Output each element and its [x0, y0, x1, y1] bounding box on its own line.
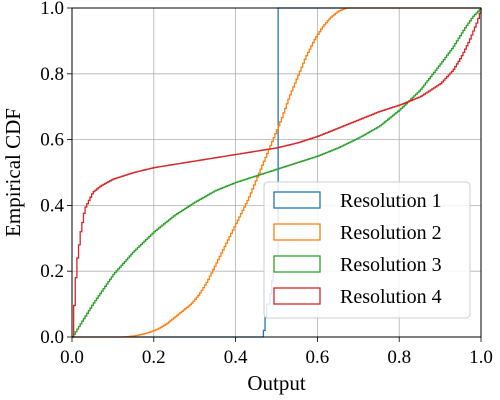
series-line-resolution-3	[72, 8, 482, 338]
y-axis-label: Empirical CDF	[1, 108, 25, 237]
y-tick-label: 0.2	[40, 261, 64, 282]
legend-swatch	[273, 287, 321, 305]
x-tick-label: 0.2	[142, 347, 166, 368]
x-tick-label: 0.8	[387, 347, 411, 368]
legend-entry-label: Resolution 2	[340, 222, 442, 244]
legend-entry-label: Resolution 1	[340, 190, 442, 212]
y-tick-label: 0.0	[40, 327, 64, 348]
legend-swatch	[273, 191, 321, 209]
series-line-resolution-4	[72, 8, 482, 338]
x-tick-label: 1.0	[469, 347, 493, 368]
legend-entry-label: Resolution 4	[340, 286, 442, 308]
axis-ticks: 0.0 0.2 0.4 0.6 0.8 1.0 0.0 0.2 0.4 0.6 0.8 1.0	[40, 0, 493, 368]
legend-swatch	[273, 223, 321, 241]
x-axis-label: Output	[247, 371, 306, 395]
y-tick-label: 1.0	[40, 0, 64, 19]
x-tick-label: 0.4	[224, 347, 248, 368]
y-tick-label: 0.4	[40, 195, 64, 216]
x-tick-label: 0.6	[306, 347, 330, 368]
legend-box	[263, 181, 471, 319]
legend-entry-label: Resolution 3	[340, 254, 442, 276]
plot-frame	[71, 7, 482, 338]
x-tick-label: 0.0	[60, 347, 84, 368]
legend-swatch	[273, 255, 321, 273]
legend: Resolution 1 Resolution 2 Resolution 3 Reso…	[263, 181, 471, 319]
y-tick-label: 0.6	[40, 130, 64, 151]
y-tick-label: 0.8	[40, 64, 64, 85]
